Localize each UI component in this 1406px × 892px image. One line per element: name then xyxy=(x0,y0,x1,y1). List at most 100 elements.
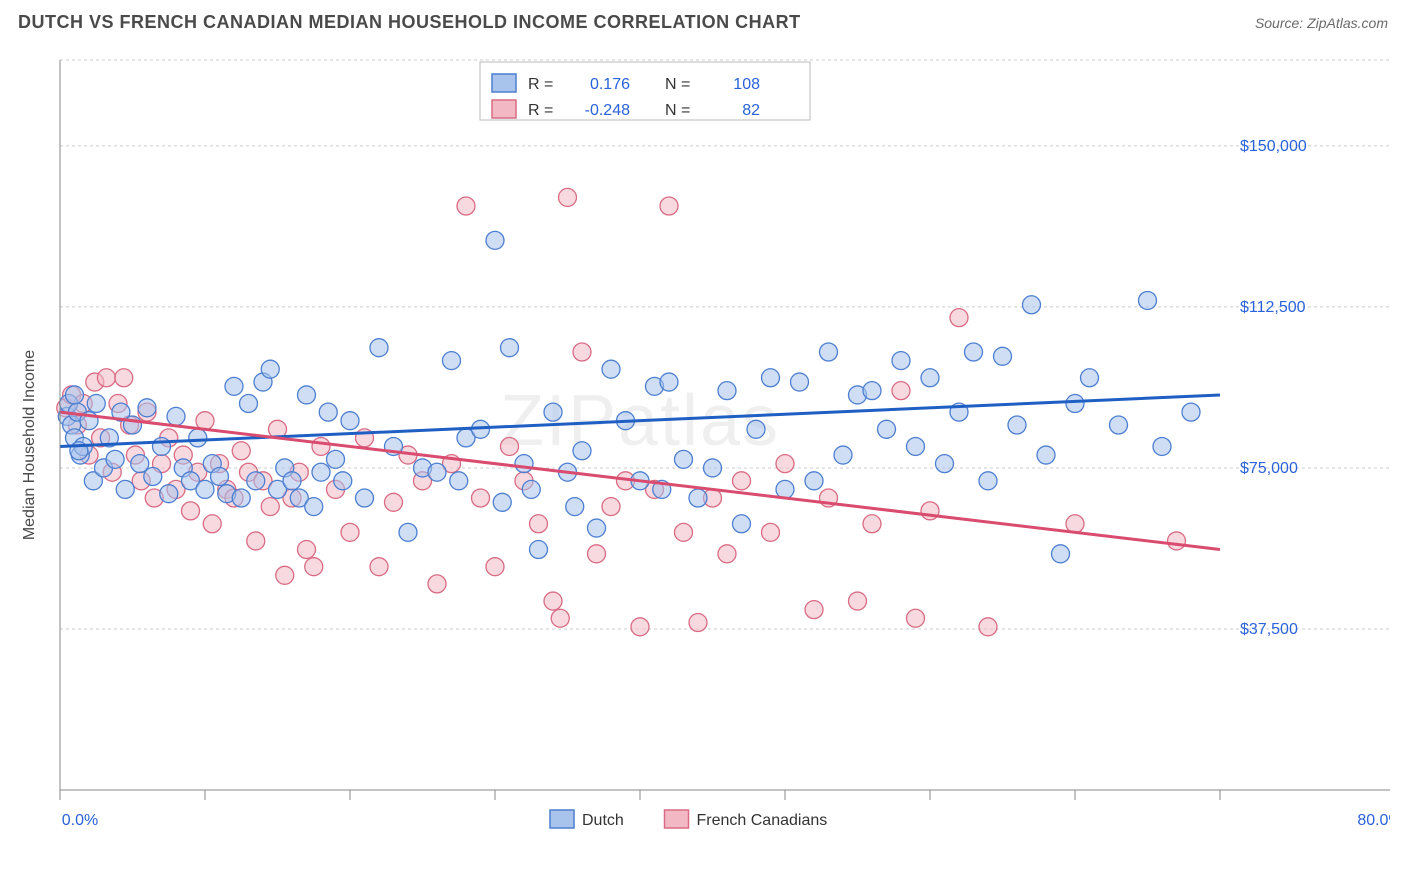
scatter-point xyxy=(486,558,504,576)
scatter-point xyxy=(849,592,867,610)
y-tick-label: $37,500 xyxy=(1240,621,1298,638)
scatter-point xyxy=(399,523,417,541)
scatter-point xyxy=(1153,437,1171,455)
scatter-point xyxy=(1081,369,1099,387)
scatter-point xyxy=(261,498,279,516)
legend-n-value: 108 xyxy=(733,76,760,93)
legend-r-value: 0.176 xyxy=(590,76,630,93)
scatter-point xyxy=(878,420,896,438)
scatter-chart: $37,500$75,000$112,500$150,000ZIPatlas0.… xyxy=(50,50,1390,840)
scatter-point xyxy=(428,463,446,481)
scatter-point xyxy=(385,493,403,511)
scatter-point xyxy=(762,523,780,541)
scatter-point xyxy=(1066,395,1084,413)
legend-swatch xyxy=(550,810,574,828)
scatter-point xyxy=(892,352,910,370)
scatter-point xyxy=(994,347,1012,365)
scatter-point xyxy=(588,545,606,563)
scatter-point xyxy=(232,489,250,507)
scatter-point xyxy=(501,437,519,455)
scatter-point xyxy=(892,382,910,400)
scatter-point xyxy=(334,472,352,490)
legend-swatch xyxy=(492,100,516,118)
chart-source: Source: ZipAtlas.com xyxy=(1255,15,1388,31)
scatter-point xyxy=(863,515,881,533)
legend-swatch xyxy=(492,74,516,92)
scatter-point xyxy=(312,463,330,481)
scatter-point xyxy=(515,455,533,473)
chart-title: DUTCH VS FRENCH CANADIAN MEDIAN HOUSEHOL… xyxy=(18,12,801,33)
scatter-point xyxy=(762,369,780,387)
x-tick-label: 0.0% xyxy=(62,812,98,829)
scatter-point xyxy=(805,601,823,619)
scatter-point xyxy=(544,592,562,610)
scatter-point xyxy=(167,407,185,425)
legend-n-value: 82 xyxy=(742,102,760,119)
scatter-point xyxy=(138,399,156,417)
scatter-point xyxy=(196,480,214,498)
scatter-point xyxy=(660,197,678,215)
legend-r-label: R = xyxy=(528,102,553,119)
legend-series-label: French Canadians xyxy=(697,812,828,829)
y-axis-label: Median Household Income xyxy=(21,350,39,540)
scatter-point xyxy=(1023,296,1041,314)
scatter-point xyxy=(312,437,330,455)
scatter-point xyxy=(747,420,765,438)
scatter-point xyxy=(602,498,620,516)
scatter-point xyxy=(370,558,388,576)
scatter-point xyxy=(805,472,823,490)
scatter-point xyxy=(704,459,722,477)
scatter-point xyxy=(66,386,84,404)
scatter-point xyxy=(863,382,881,400)
scatter-point xyxy=(1139,291,1157,309)
scatter-point xyxy=(276,566,294,584)
scatter-point xyxy=(566,498,584,516)
scatter-point xyxy=(1168,532,1186,550)
scatter-point xyxy=(530,541,548,559)
scatter-point xyxy=(631,618,649,636)
scatter-point xyxy=(182,502,200,520)
scatter-point xyxy=(106,450,124,468)
scatter-point xyxy=(203,515,221,533)
scatter-point xyxy=(443,352,461,370)
scatter-point xyxy=(211,468,229,486)
legend-swatch xyxy=(665,810,689,828)
scatter-point xyxy=(196,412,214,430)
scatter-point xyxy=(544,403,562,421)
scatter-point xyxy=(559,188,577,206)
scatter-point xyxy=(189,429,207,447)
scatter-point xyxy=(247,472,265,490)
scatter-point xyxy=(457,197,475,215)
scatter-point xyxy=(298,386,316,404)
scatter-point xyxy=(87,395,105,413)
scatter-point xyxy=(689,489,707,507)
scatter-point xyxy=(602,360,620,378)
scatter-point xyxy=(319,403,337,421)
scatter-point xyxy=(551,609,569,627)
scatter-point xyxy=(660,373,678,391)
scatter-point xyxy=(247,532,265,550)
scatter-point xyxy=(907,609,925,627)
scatter-point xyxy=(305,558,323,576)
scatter-point xyxy=(573,343,591,361)
scatter-point xyxy=(1037,446,1055,464)
scatter-point xyxy=(718,545,736,563)
scatter-point xyxy=(298,541,316,559)
scatter-point xyxy=(472,489,490,507)
y-tick-label: $112,500 xyxy=(1240,299,1306,316)
scatter-point xyxy=(327,450,345,468)
legend-n-label: N = xyxy=(665,102,690,119)
scatter-point xyxy=(530,515,548,533)
scatter-point xyxy=(486,231,504,249)
scatter-point xyxy=(116,480,134,498)
scatter-point xyxy=(370,339,388,357)
chart-header: DUTCH VS FRENCH CANADIAN MEDIAN HOUSEHOL… xyxy=(0,0,1406,41)
scatter-point xyxy=(341,412,359,430)
scatter-point xyxy=(493,493,511,511)
legend-series-label: Dutch xyxy=(582,812,624,829)
scatter-point xyxy=(733,472,751,490)
legend-r-value: -0.248 xyxy=(585,102,630,119)
y-tick-label: $150,000 xyxy=(1240,138,1307,155)
chart-container: Median Household Income $37,500$75,000$1… xyxy=(50,50,1390,840)
scatter-point xyxy=(153,437,171,455)
